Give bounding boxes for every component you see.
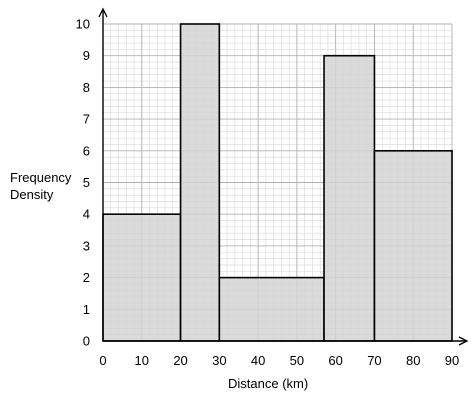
x-axis-label: Distance (km) [228,376,309,391]
histogram-bars [102,23,453,342]
x-tick-label: 80 [406,353,420,368]
x-tick-label: 50 [290,353,304,368]
x-tick-label: 90 [445,353,459,368]
tick-labels: 0 1 2 3 4 5 6 7 8 9 10 0 10 20 30 40 50 60 70 80 90 [76,17,460,369]
y-tick-label: 8 [83,80,90,95]
histogram-bar-4 [323,54,376,342]
y-axis-label-line-1: Frequency [10,170,72,185]
y-tick-label: 9 [83,48,90,63]
y-tick-label: 1 [83,302,90,317]
y-axis-arrowhead [98,7,108,18]
y-axis-label: Frequency Density [10,169,90,203]
y-tick-label: 6 [83,143,90,158]
x-tick-label: 40 [251,353,265,368]
x-tick-label: 30 [212,353,226,368]
y-tick-label: 3 [83,238,90,253]
histogram-bar-1 [102,213,182,342]
x-tick-label: 20 [173,353,187,368]
x-tick-label: 70 [367,353,381,368]
histogram-bar-5 [373,150,453,342]
x-axis-arrowhead [458,336,469,346]
x-tick-label: 60 [328,353,342,368]
y-tick-label: 7 [83,112,90,127]
y-tick-label: 10 [76,17,90,32]
x-tick-label: 10 [135,353,149,368]
y-tick-label: 0 [83,334,90,349]
histogram-bar-3 [218,276,325,342]
histogram-bar-2 [179,23,221,342]
x-tick-label: 0 [99,353,106,368]
y-tick-label: 4 [83,207,90,222]
axes [98,7,469,346]
y-tick-label: 5 [83,175,90,190]
y-axis-label-line-2: Density [10,187,54,202]
y-tick-label: 2 [83,270,90,285]
